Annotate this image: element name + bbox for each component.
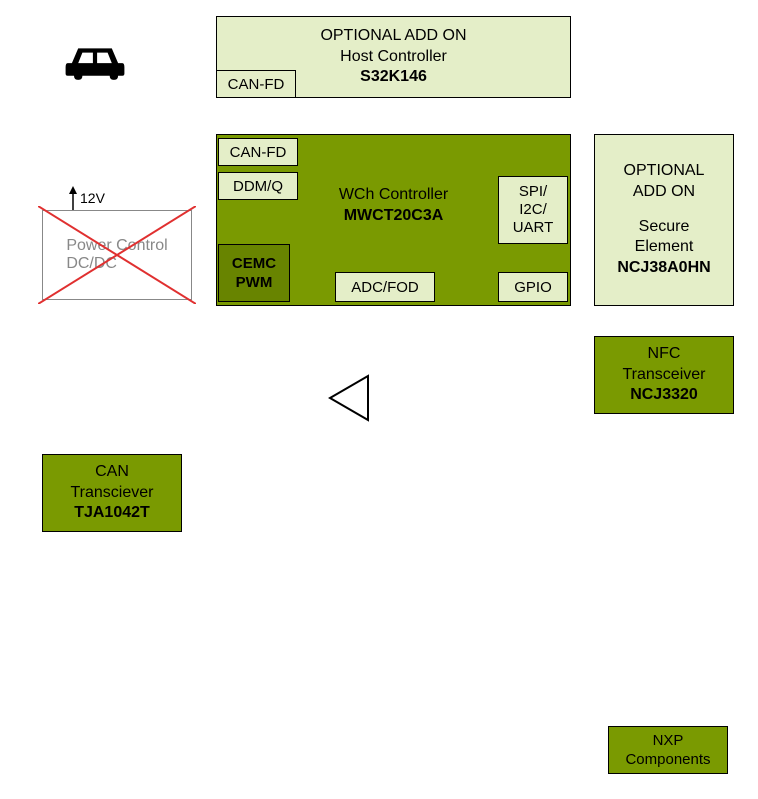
can-part: TJA1042T bbox=[74, 503, 150, 524]
secure-element-block: OPTIONAL ADD ON Secure Element NCJ38A0HN bbox=[594, 134, 734, 306]
secure-optional: OPTIONAL ADD ON bbox=[624, 161, 705, 203]
wch-gpio-box: GPIO bbox=[498, 272, 568, 302]
wch-adc-box: ADC/FOD bbox=[335, 272, 435, 302]
host-canfd-box: CAN-FD bbox=[216, 70, 296, 98]
wch-canfd-box: CAN-FD bbox=[218, 138, 298, 166]
play-triangle-outline bbox=[328, 374, 372, 422]
nfc-title: NFC Transceiver bbox=[623, 344, 706, 386]
secure-subtitle: Secure Element bbox=[635, 217, 694, 259]
wch-cemc-box: CEMC PWM bbox=[218, 244, 290, 302]
car-icon bbox=[60, 40, 130, 82]
host-optional-label: OPTIONAL ADD ON bbox=[320, 26, 466, 47]
can-title: CAN Transciever bbox=[71, 462, 154, 504]
power-control-block: Power Control DC/DC bbox=[42, 210, 192, 300]
voltage-label: 12V bbox=[80, 190, 105, 206]
power-label: Power Control DC/DC bbox=[66, 237, 167, 273]
nfc-block: NFC Transceiver NCJ3320 bbox=[594, 336, 734, 414]
wch-title: WCh Controller bbox=[339, 186, 448, 207]
host-part: S32K146 bbox=[360, 67, 427, 88]
secure-part: NCJ38A0HN bbox=[617, 258, 710, 279]
can-block: CAN Transciever TJA1042T bbox=[42, 454, 182, 532]
nfc-part: NCJ3320 bbox=[630, 385, 698, 406]
host-subtitle: Host Controller bbox=[340, 47, 447, 68]
legend-block: NXP Components bbox=[608, 726, 728, 774]
wch-ddmq-box: DDM/Q bbox=[218, 172, 298, 200]
wch-spi-box: SPI/ I2C/ UART bbox=[498, 176, 568, 244]
voltage-arrow bbox=[66, 186, 80, 210]
host-canfd-label: CAN-FD bbox=[228, 76, 285, 93]
legend-label: NXP Components bbox=[625, 731, 710, 770]
wch-part: MWCT20C3A bbox=[339, 206, 448, 227]
